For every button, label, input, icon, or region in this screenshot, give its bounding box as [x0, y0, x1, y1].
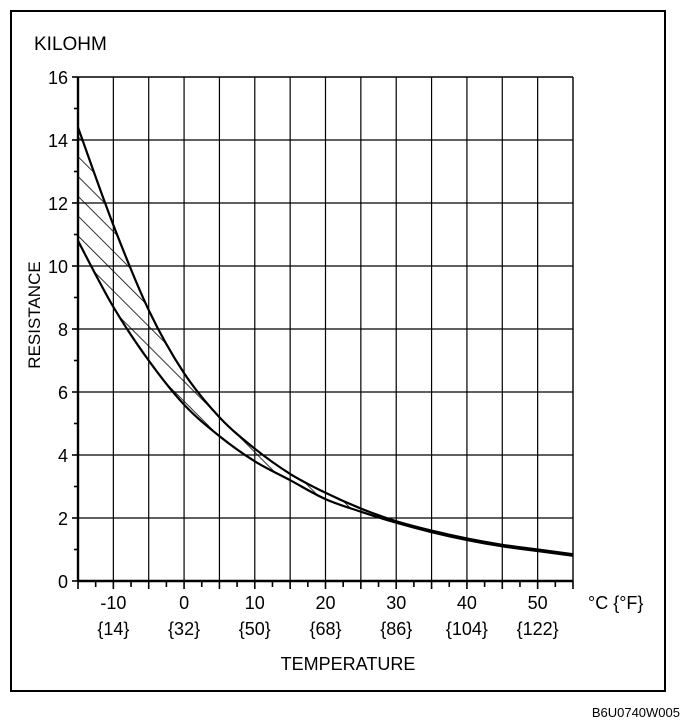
y-tick-label: 14	[48, 131, 68, 151]
x-tick-label-fahrenheit: {68}	[309, 619, 341, 639]
x-tick-label-fahrenheit: {86}	[380, 619, 412, 639]
x-axis-label: TEMPERATURE	[281, 654, 416, 674]
y-tick-label: 2	[58, 509, 68, 529]
x-tick-label-fahrenheit: {50}	[239, 619, 271, 639]
chart-frame	[10, 10, 666, 692]
x-tick-label-celsius: 0	[179, 593, 189, 613]
y-tick-label: 16	[48, 68, 68, 88]
x-tick-label-celsius: 30	[386, 593, 406, 613]
x-tick-label-celsius: -10	[100, 593, 126, 613]
grid	[78, 76, 574, 581]
lower-bound-curve	[77, 240, 574, 557]
y-tick-label: 0	[58, 572, 68, 592]
x-tick-label-fahrenheit: {122}	[517, 619, 559, 639]
x-tick-label-fahrenheit: {104}	[446, 619, 488, 639]
x-axis-unit-label: °C {°F}	[588, 593, 643, 613]
y-tick-label: 10	[48, 257, 68, 277]
x-tick-label-celsius: 20	[315, 593, 335, 613]
x-tick-label-celsius: 40	[457, 593, 477, 613]
unit-label: KILOHM	[34, 34, 107, 55]
y-tick-label: 4	[58, 446, 68, 466]
y-axis-label: RESISTANCE	[25, 261, 44, 368]
curves	[76, 127, 574, 557]
reference-code: B6U0740W005	[591, 705, 680, 720]
axes: 0 2 4 6 8 10 12 14 16 -10 {14} 0 {32} 10 {50} 20 {68} 30 {…	[48, 68, 574, 639]
y-tick-label: 12	[48, 194, 68, 214]
labels: KILOHM RESISTANCE TEMPERATURE °C {°F}	[25, 34, 643, 674]
x-tick-label-celsius: 10	[245, 593, 265, 613]
y-tick-label: 6	[58, 383, 68, 403]
x-tick-label-fahrenheit: {32}	[168, 619, 200, 639]
x-tick-label-fahrenheit: {14}	[97, 619, 129, 639]
upper-bound-curve	[76, 127, 574, 556]
y-tick-label: 8	[58, 320, 68, 340]
x-tick-label-celsius: 50	[528, 593, 548, 613]
